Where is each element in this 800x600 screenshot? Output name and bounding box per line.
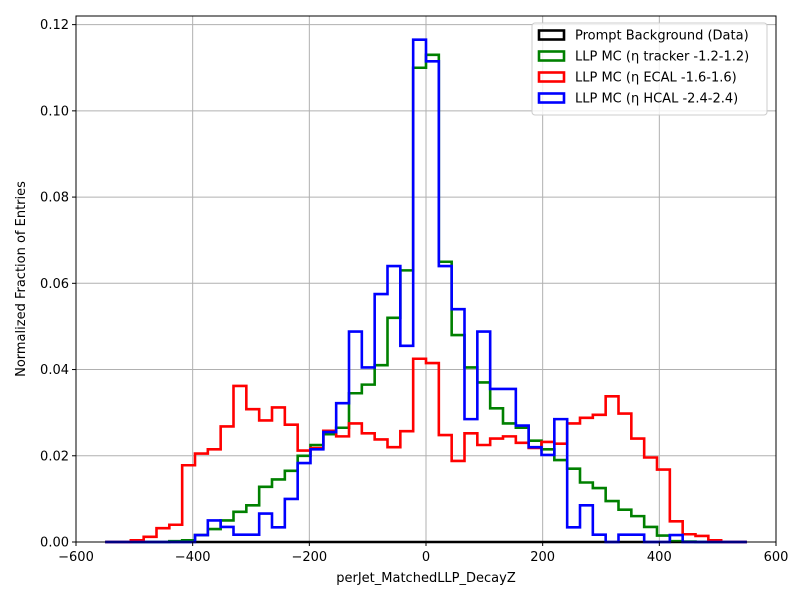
legend-swatch-llp-ecal [537, 71, 566, 83]
legend-label-llp-tracker: LLP MC (η tracker -1.2-1.2) [575, 50, 749, 65]
legend-label-llp-hcal: LLP MC (η HCAL -2.4-2.4) [575, 92, 738, 107]
series-line-llp-ecal [105, 357, 747, 544]
legend-swatch-prompt-background [537, 29, 566, 41]
y-tick-label: 0.06 [40, 277, 69, 292]
axis-ticks: −600 −400 −200 0 200 400 600 0.00 0.02 0.04 0.06 0.… [40, 18, 788, 565]
x-tick-label: −200 [291, 550, 327, 565]
x-tick-label: 400 [647, 550, 672, 565]
y-tick-label: 0.08 [40, 191, 69, 206]
legend-swatch-llp-hcal [537, 92, 566, 104]
legend-label-prompt-background: Prompt Background (Data) [575, 29, 749, 44]
y-axis-label: Normalized Fraction of Entries [14, 181, 29, 377]
y-tick-label: 0.00 [40, 536, 69, 551]
legend-box [531, 22, 768, 116]
x-tick-label: 600 [764, 550, 789, 565]
x-tick-label: 200 [530, 550, 555, 565]
x-axis-label: perJet_MatchedLLP_DecayZ [336, 571, 516, 586]
y-tick-label: 0.10 [40, 104, 69, 119]
x-tick-label: 0 [422, 550, 430, 565]
y-tick-label: 0.12 [40, 18, 69, 33]
legend: Prompt Background (Data) LLP MC (η tracke… [531, 22, 768, 116]
y-tick-label: 0.02 [40, 449, 69, 464]
x-tick-label: −600 [58, 550, 94, 565]
legend-label-llp-ecal: LLP MC (η ECAL -1.6-1.6) [575, 71, 737, 86]
y-tick-label: 0.04 [40, 363, 69, 378]
x-tick-label: −400 [175, 550, 211, 565]
legend-swatch-llp-tracker [537, 50, 566, 62]
